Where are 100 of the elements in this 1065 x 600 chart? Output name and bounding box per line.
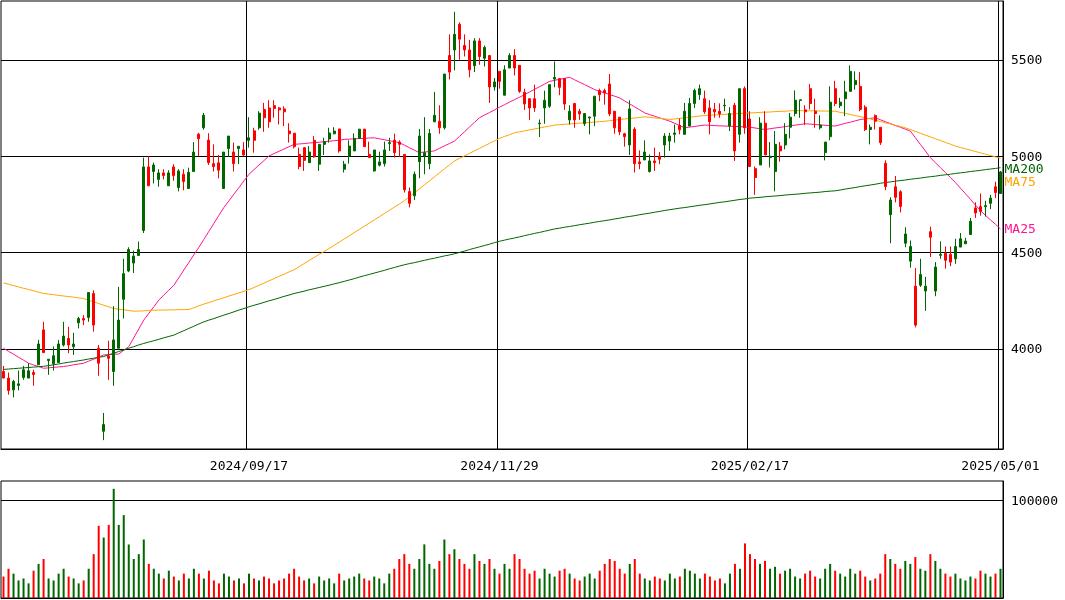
candlestick	[764, 110, 767, 156]
bar	[408, 563, 411, 598]
candlestick	[829, 85, 832, 141]
x-tick-label: 2024/09/17	[209, 458, 289, 473]
candlestick	[167, 169, 170, 187]
candlestick	[909, 240, 912, 269]
candlestick	[999, 170, 1002, 194]
candlestick	[834, 80, 837, 107]
bar	[323, 580, 326, 598]
bar	[573, 578, 576, 598]
bar	[232, 580, 235, 598]
bar	[708, 576, 711, 598]
candlestick	[989, 194, 992, 210]
x-tick-label: 2024/11/29	[460, 458, 539, 473]
candlestick	[182, 168, 185, 191]
bar	[22, 578, 25, 598]
bar	[794, 576, 797, 598]
candlestick	[363, 128, 366, 148]
candlestick	[703, 90, 706, 115]
bar	[77, 583, 80, 598]
bar	[718, 578, 721, 598]
candlestick	[217, 154, 220, 179]
candlestick	[944, 245, 947, 270]
bar	[713, 580, 716, 598]
bar	[789, 568, 792, 598]
candlestick	[819, 114, 822, 131]
bar	[378, 578, 381, 598]
bar	[37, 563, 40, 598]
candlestick	[934, 261, 937, 297]
candlestick	[318, 143, 321, 172]
candlestick	[273, 99, 276, 119]
bar	[468, 568, 471, 598]
bar	[759, 563, 762, 598]
bar	[12, 573, 15, 598]
candlestick	[147, 155, 150, 187]
candlestick	[959, 232, 962, 248]
candlestick	[2, 365, 5, 379]
candlestick	[939, 240, 942, 260]
candlestick	[769, 141, 772, 168]
candlestick	[177, 168, 180, 192]
bar	[869, 580, 872, 598]
bar	[242, 583, 245, 598]
bar	[418, 559, 421, 598]
candlestick	[353, 132, 356, 152]
bar	[648, 580, 651, 598]
bar	[107, 524, 110, 598]
bar	[87, 568, 90, 598]
candlestick	[854, 70, 857, 91]
candlestick	[859, 71, 862, 112]
bar	[738, 568, 741, 598]
bar	[658, 578, 661, 598]
candlestick	[658, 151, 661, 165]
candlestick	[398, 139, 401, 158]
candlestick	[748, 110, 751, 168]
bar	[438, 560, 441, 598]
candlestick	[438, 104, 441, 135]
candlestick	[358, 128, 361, 139]
candlestick	[373, 149, 376, 173]
candlestick	[844, 80, 847, 117]
bar	[493, 568, 496, 598]
bar	[553, 576, 556, 598]
bar	[769, 568, 772, 598]
bar	[212, 580, 215, 598]
bar	[588, 573, 591, 598]
bar	[2, 576, 5, 598]
candlestick	[889, 196, 892, 244]
candlestick	[237, 145, 240, 165]
candlestick	[653, 147, 656, 172]
bar	[328, 578, 331, 598]
candlestick	[949, 245, 952, 267]
candlestick	[929, 226, 932, 258]
bar	[929, 554, 932, 598]
candlestick	[693, 88, 696, 109]
bar	[518, 559, 521, 598]
candlestick	[708, 99, 711, 135]
bar	[478, 560, 481, 598]
candlestick	[72, 332, 75, 356]
bar	[373, 576, 376, 598]
bar	[288, 573, 291, 598]
candlestick	[563, 78, 566, 111]
bar	[879, 573, 882, 598]
bar	[949, 576, 952, 598]
candlestick	[718, 102, 721, 119]
bar	[538, 578, 541, 598]
candlestick	[794, 89, 797, 117]
candlestick	[303, 147, 306, 172]
bar	[974, 578, 977, 598]
candlestick	[403, 153, 406, 194]
candlestick	[588, 116, 591, 135]
candlestick	[713, 102, 716, 119]
candlestick	[308, 145, 311, 164]
candlestick	[598, 88, 601, 102]
candlestick	[508, 52, 511, 69]
candlestick	[638, 149, 641, 170]
bar	[393, 568, 396, 598]
bar	[683, 568, 686, 598]
bar	[894, 563, 897, 598]
candlestick	[558, 78, 561, 96]
candlestick	[628, 99, 631, 156]
candlestick	[573, 103, 576, 129]
